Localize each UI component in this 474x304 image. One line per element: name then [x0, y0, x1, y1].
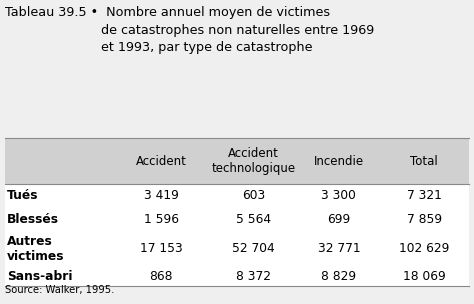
Bar: [5, 138, 469, 184]
Text: Blessés: Blessés: [7, 213, 59, 226]
Text: Tableau 39.5 •  Nombre annuel moyen de victimes
                        de catas: Tableau 39.5 • Nombre annuel moyen de vi…: [5, 6, 374, 54]
Text: Total: Total: [410, 155, 438, 168]
Text: Tués: Tués: [7, 189, 38, 202]
Text: 8 829: 8 829: [321, 270, 356, 283]
Text: 1 596: 1 596: [144, 213, 179, 226]
Text: 52 704: 52 704: [232, 242, 275, 255]
Text: 7 859: 7 859: [407, 213, 442, 226]
Text: 5 564: 5 564: [236, 213, 271, 226]
Text: 8 372: 8 372: [236, 270, 271, 283]
Text: 32 771: 32 771: [318, 242, 360, 255]
Text: Incendie: Incendie: [314, 155, 364, 168]
Text: 7 321: 7 321: [407, 189, 442, 202]
Text: 18 069: 18 069: [403, 270, 446, 283]
Text: Sans-abri: Sans-abri: [7, 270, 73, 283]
Text: 3 300: 3 300: [321, 189, 356, 202]
Text: 868: 868: [149, 270, 173, 283]
Text: 3 419: 3 419: [144, 189, 179, 202]
Text: Autres
victimes: Autres victimes: [7, 235, 64, 263]
Text: 102 629: 102 629: [399, 242, 449, 255]
Text: Accident
technologique: Accident technologique: [211, 147, 296, 175]
Text: 17 153: 17 153: [140, 242, 182, 255]
Text: Source: Walker, 1995.: Source: Walker, 1995.: [5, 285, 114, 295]
Bar: [5, 184, 469, 286]
Text: Accident: Accident: [136, 155, 187, 168]
Text: 699: 699: [327, 213, 351, 226]
Text: 603: 603: [242, 189, 265, 202]
